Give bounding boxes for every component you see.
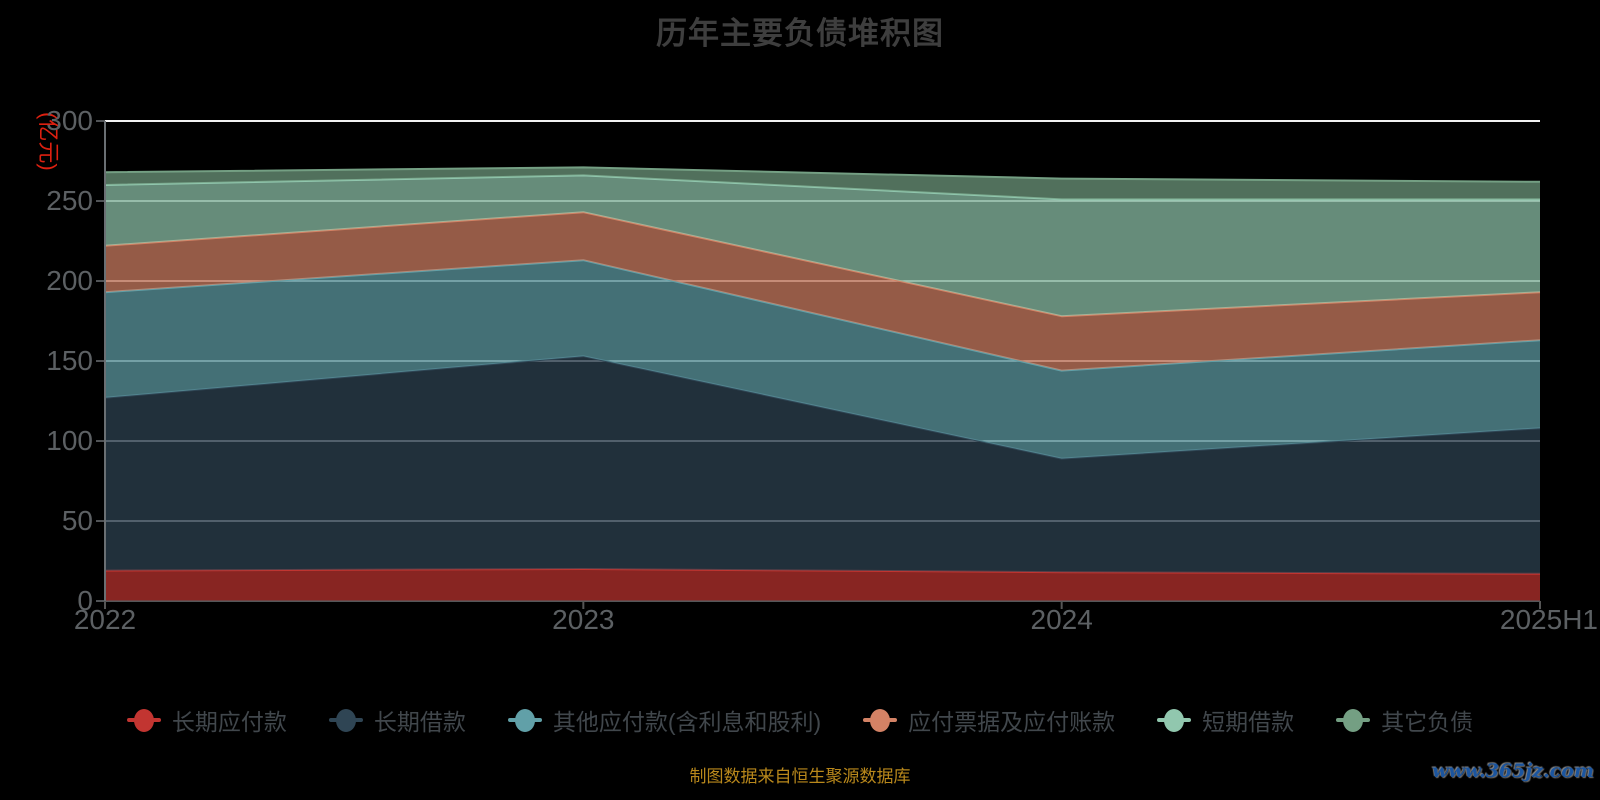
series-area-1[interactable] (105, 356, 1540, 574)
y-axis-label-100: 100 (46, 425, 93, 456)
chart-title: 历年主要负债堆积图 (656, 16, 944, 51)
legend-item-1[interactable]: 长期借款 (328, 703, 466, 737)
y-axis-label-50: 50 (61, 505, 93, 536)
y-axis-label-250: 250 (46, 185, 93, 216)
y-axis-label-300: 300 (46, 105, 93, 136)
series-area-5[interactable] (105, 167, 1540, 200)
series-area-2[interactable] (105, 260, 1540, 459)
legend-label: 短期借款 (1202, 709, 1295, 735)
legend-marker-icon (1336, 708, 1371, 732)
legend-item-3[interactable]: 应付票据及应付账款 (863, 703, 1115, 737)
x-axis-label-2022: 2022 (73, 604, 137, 635)
legend-label: 长期借款 (373, 709, 466, 735)
legend-item-2[interactable]: 其他应付款(含利息和股利) (507, 703, 822, 737)
series-area-4[interactable] (105, 175, 1540, 317)
x-axis-label-2024: 2024 (1030, 604, 1093, 635)
x-axis-label-2023: 2023 (552, 604, 615, 635)
legend-marker-icon (328, 708, 363, 732)
chart-legend: 长期应付款 长期借款 其他应付款(含利息和股利) 应付票据及应付账款 短期借款 其它负债 (0, 699, 1600, 741)
legend-label: 应付票据及应付账款 (908, 709, 1116, 735)
legend-marker-icon (507, 708, 542, 732)
series-area-3[interactable] (105, 212, 1540, 371)
legend-label: 其他应付款(含利息和股利) (552, 709, 822, 735)
legend-item-4[interactable]: 短期借款 (1157, 703, 1294, 737)
x-axis-label-2025H1: 2025H1 (1499, 604, 1598, 635)
legend-item-5[interactable]: 其它负债 (1336, 703, 1473, 737)
data-source-caption: 制图数据来自恒生聚源数据库 (689, 767, 911, 786)
legend-label: 其它负债 (1381, 709, 1474, 735)
legend-label: 长期应付款 (171, 709, 287, 735)
legend-marker-icon (863, 708, 898, 732)
legend-marker-icon (126, 708, 161, 732)
series-area-0[interactable] (105, 569, 1540, 601)
y-axis-label-0: 0 (77, 585, 93, 616)
legend-marker-icon (1157, 708, 1192, 732)
series-line-5 (104, 166, 1541, 183)
watermark: www.365jz.com (1431, 760, 1594, 782)
y-axis-label-200: 200 (46, 265, 93, 296)
y-axis-label-150: 150 (46, 345, 93, 376)
legend-item-0[interactable]: 长期应付款 (126, 703, 287, 737)
